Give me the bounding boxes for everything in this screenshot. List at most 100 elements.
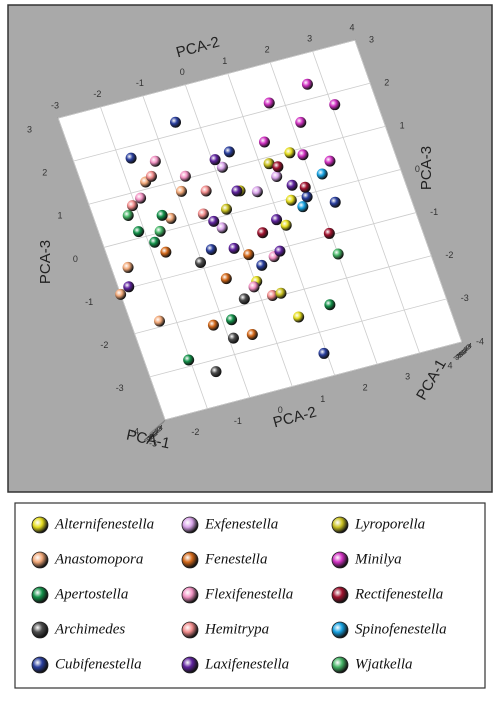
z-tick-label: 2 <box>384 78 389 88</box>
z-tick-label: -2 <box>100 340 108 350</box>
legend-label: Cubifenestella <box>55 656 142 672</box>
y-tick-label: 3 <box>405 372 410 382</box>
y-tick-label: -1 <box>136 78 144 88</box>
data-point <box>324 299 336 311</box>
data-point <box>149 236 161 248</box>
data-point <box>256 259 268 271</box>
z-tick-label: 3 <box>27 124 32 134</box>
data-point <box>271 214 283 226</box>
grid-line <box>57 39 356 119</box>
data-point <box>197 208 209 220</box>
data-point <box>316 168 328 180</box>
legend-label: Alternifenestella <box>54 516 154 532</box>
z-tick-label: 1 <box>58 211 63 221</box>
y-tick-label: 0 <box>278 405 283 415</box>
legend-label: Exfenestella <box>204 516 278 532</box>
x-tick-label: 3 <box>467 344 471 351</box>
legend-marker <box>31 621 49 639</box>
x-tick-label: -8 <box>453 355 459 362</box>
legend-marker <box>331 516 349 534</box>
data-point <box>145 170 157 182</box>
data-point <box>297 149 309 161</box>
data-point <box>207 319 219 331</box>
z-tick-label: -1 <box>85 297 93 307</box>
x-tick-label: 2 <box>157 427 161 434</box>
legend-marker <box>181 621 199 639</box>
legend-label: Minilya <box>354 551 402 567</box>
data-point <box>179 170 191 182</box>
data-point <box>246 329 258 341</box>
legend-marker <box>181 516 199 534</box>
legend-label: Rectifenestella <box>354 586 443 602</box>
grid-line <box>149 298 447 378</box>
data-point <box>301 78 313 90</box>
data-point <box>170 116 182 128</box>
legend-label: Wjatkella <box>355 656 412 672</box>
data-point <box>115 288 127 300</box>
data-point <box>125 152 137 164</box>
legend-marker <box>31 656 49 674</box>
data-point <box>332 248 344 260</box>
x-tick-label: -2 <box>151 431 157 438</box>
data-point <box>165 212 177 224</box>
data-point <box>208 215 220 227</box>
x-tick-label: 3 <box>158 426 162 433</box>
x-tick-label: 4 <box>468 343 472 350</box>
legend-marker <box>31 516 49 534</box>
y-tick-label: -2 <box>93 89 101 99</box>
legend-label: Archimedes <box>54 621 125 637</box>
data-point <box>318 347 330 359</box>
legend: Alternifenestella Anastomopora Apertostell… <box>31 516 447 674</box>
x-tick-label: 0 <box>154 429 158 436</box>
data-point <box>280 219 292 231</box>
data-point <box>243 249 255 261</box>
data-point <box>301 191 313 203</box>
grid-line <box>354 39 463 343</box>
legend-label: Fenestella <box>204 551 267 567</box>
data-point <box>122 210 134 222</box>
data-point <box>324 155 336 167</box>
legend-marker <box>31 586 49 604</box>
data-point <box>160 246 172 258</box>
legend-label: Anastomopora <box>54 551 143 567</box>
x-tick-label: -8 <box>144 437 150 444</box>
x-tick-label: -4 <box>458 351 464 358</box>
data-point <box>293 311 305 323</box>
x-tick-label: -6 <box>455 353 461 360</box>
data-point <box>175 185 187 197</box>
data-point <box>149 155 161 167</box>
legend-label: Apertostella <box>54 586 128 602</box>
x-tick-label: -2 <box>460 349 466 356</box>
y-tick-label: 3 <box>307 34 312 44</box>
x-tick-label: -7 <box>145 436 151 443</box>
z-tick-label: -3 <box>116 383 124 393</box>
legend-marker <box>181 551 199 569</box>
x-tick-label: -1 <box>461 348 467 355</box>
data-point <box>274 245 286 257</box>
grid-line <box>57 117 166 421</box>
x-tick-label: 1 <box>465 346 469 353</box>
data-point <box>209 154 221 166</box>
x-tick-label: -4 <box>149 433 155 440</box>
data-point <box>285 194 297 206</box>
data-point <box>200 185 212 197</box>
x-tick-label: 1 <box>156 428 160 435</box>
x-tick-label: -7 <box>454 354 460 361</box>
z-tick-label: -3 <box>461 293 469 303</box>
legend-label: Hemitrypa <box>204 621 269 637</box>
data-point <box>135 192 147 204</box>
x-tick-label: -5 <box>456 352 462 359</box>
legend-label: Laxifenestella <box>204 656 289 672</box>
legend-marker <box>331 621 349 639</box>
data-point <box>205 244 217 256</box>
legend-marker <box>331 551 349 569</box>
data-point <box>286 179 298 191</box>
z-tick-label: -4 <box>476 336 484 346</box>
z-tick-label: 3 <box>369 34 374 44</box>
x-tick-label: 0 <box>463 347 467 354</box>
axis-title: PCA-3 <box>37 240 54 284</box>
data-point <box>156 209 168 221</box>
data-point <box>220 273 232 285</box>
y-tick-label: 4 <box>349 22 354 32</box>
